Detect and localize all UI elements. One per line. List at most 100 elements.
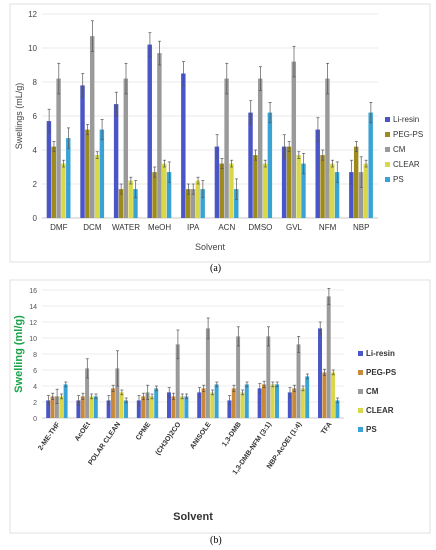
bar-cm bbox=[89, 36, 95, 218]
bar-clear bbox=[229, 163, 234, 218]
bar-ps bbox=[93, 396, 98, 418]
y-tick-label: 6 bbox=[33, 112, 38, 121]
bar-li-resin bbox=[46, 400, 51, 418]
x-tick-label: DCM bbox=[83, 223, 102, 232]
legend-swatch bbox=[358, 427, 363, 432]
legend-label: PS bbox=[366, 425, 377, 434]
bar-clear bbox=[330, 163, 335, 218]
bar-cm bbox=[325, 78, 330, 218]
bar-peg-ps bbox=[118, 189, 124, 218]
bar-li-resin bbox=[214, 146, 220, 218]
bar-cm bbox=[175, 344, 180, 418]
legend-label: PEG-PS bbox=[366, 368, 397, 377]
bar-ps bbox=[184, 396, 189, 418]
legend-swatch bbox=[358, 370, 363, 375]
bar-clear bbox=[363, 163, 369, 218]
bar-li-resin bbox=[227, 400, 232, 418]
bar-li-resin bbox=[46, 121, 52, 218]
bar-cm bbox=[115, 368, 120, 418]
bar-cm bbox=[326, 296, 331, 418]
bar-ps bbox=[124, 400, 128, 418]
bar-ps bbox=[214, 384, 219, 418]
panel-b-label: (b) bbox=[210, 535, 222, 546]
legend-label: Li-resin bbox=[393, 115, 419, 124]
y-tick-label: 0 bbox=[33, 214, 38, 223]
y-tick-label: 2 bbox=[33, 180, 38, 189]
bar-ps bbox=[66, 138, 71, 218]
y-tick-label: 0 bbox=[33, 416, 37, 423]
x-tick-label: IPA bbox=[187, 223, 200, 232]
bar-peg-ps bbox=[185, 189, 191, 218]
bar-clear bbox=[119, 392, 124, 418]
bar-peg-ps bbox=[51, 146, 56, 218]
bar-peg-ps bbox=[141, 396, 146, 418]
bar-clear bbox=[94, 155, 100, 218]
bar-cm bbox=[54, 396, 59, 418]
x-axis-label: Solvent bbox=[173, 511, 213, 523]
bar-clear bbox=[210, 392, 215, 418]
bar-peg-ps bbox=[261, 384, 266, 418]
bar-peg-ps bbox=[50, 396, 55, 418]
y-tick-label: 8 bbox=[33, 78, 38, 87]
bar-clear bbox=[89, 396, 94, 418]
bar-cm bbox=[236, 336, 241, 418]
legend-label: CLEAR bbox=[393, 160, 420, 169]
bar-clear bbox=[162, 163, 167, 218]
x-tick-label: NBP bbox=[353, 223, 369, 232]
bar-clear bbox=[195, 180, 201, 218]
bar-li-resin bbox=[76, 400, 81, 418]
legend-swatch bbox=[385, 162, 390, 167]
bar-li-resin bbox=[248, 112, 253, 218]
bar-clear bbox=[180, 396, 185, 418]
bar-li-resin bbox=[349, 172, 354, 218]
bar-peg-ps bbox=[353, 146, 359, 218]
bar-cm bbox=[358, 172, 364, 218]
legend-swatch bbox=[385, 132, 390, 137]
bar-ps bbox=[166, 172, 172, 218]
bar-peg-ps bbox=[152, 172, 157, 218]
bar-peg-ps bbox=[320, 155, 325, 218]
legend-swatch bbox=[385, 177, 390, 182]
legend-label: CLEAR bbox=[366, 406, 394, 415]
legend-swatch bbox=[358, 408, 363, 413]
bar-cm bbox=[56, 78, 61, 218]
bar-clear bbox=[59, 396, 64, 418]
bar-peg-ps bbox=[253, 155, 258, 218]
y-tick-label: 16 bbox=[29, 288, 37, 295]
bar-clear bbox=[128, 180, 133, 218]
bar-li-resin bbox=[136, 400, 141, 418]
bar-li-resin bbox=[257, 388, 262, 418]
bar-ps bbox=[234, 189, 239, 218]
x-tick-label: ACN bbox=[218, 223, 235, 232]
chart-a: 0 2 4 6 8 10 12 DMF DCM WATER MeOH IPA ACN DMSO GVL NFM… bbox=[9, 3, 431, 263]
bar-ps bbox=[368, 112, 373, 218]
bar-ps bbox=[334, 172, 340, 218]
bar-ps bbox=[154, 388, 159, 418]
bar-li-resin bbox=[147, 44, 152, 218]
legend-label: CM bbox=[393, 145, 406, 154]
legend-swatch bbox=[358, 351, 363, 356]
bar-ps bbox=[133, 189, 138, 218]
legend-label: PEG-PS bbox=[393, 130, 423, 139]
bar-li-resin bbox=[113, 104, 119, 218]
bar-peg-ps bbox=[219, 163, 224, 218]
bar-li-resin bbox=[181, 73, 186, 218]
x-tick-label: MeOH bbox=[148, 223, 171, 232]
bar-clear bbox=[61, 163, 66, 218]
x-tick-label: GVL bbox=[286, 223, 303, 232]
bar-cm bbox=[266, 336, 271, 418]
bar-ps bbox=[200, 189, 205, 218]
bar-peg-ps bbox=[286, 146, 292, 218]
y-axis-label: Swelling (ml/g) bbox=[13, 315, 25, 393]
bar-cm bbox=[296, 344, 301, 418]
bar-clear bbox=[270, 384, 275, 418]
bar-clear bbox=[331, 372, 336, 418]
y-tick-label: 4 bbox=[33, 146, 38, 155]
legend-swatch bbox=[358, 389, 363, 394]
bar-peg-ps bbox=[322, 372, 327, 418]
bar-clear bbox=[262, 163, 268, 218]
y-tick-label: 12 bbox=[29, 320, 37, 327]
legend-label: PS bbox=[393, 175, 404, 184]
